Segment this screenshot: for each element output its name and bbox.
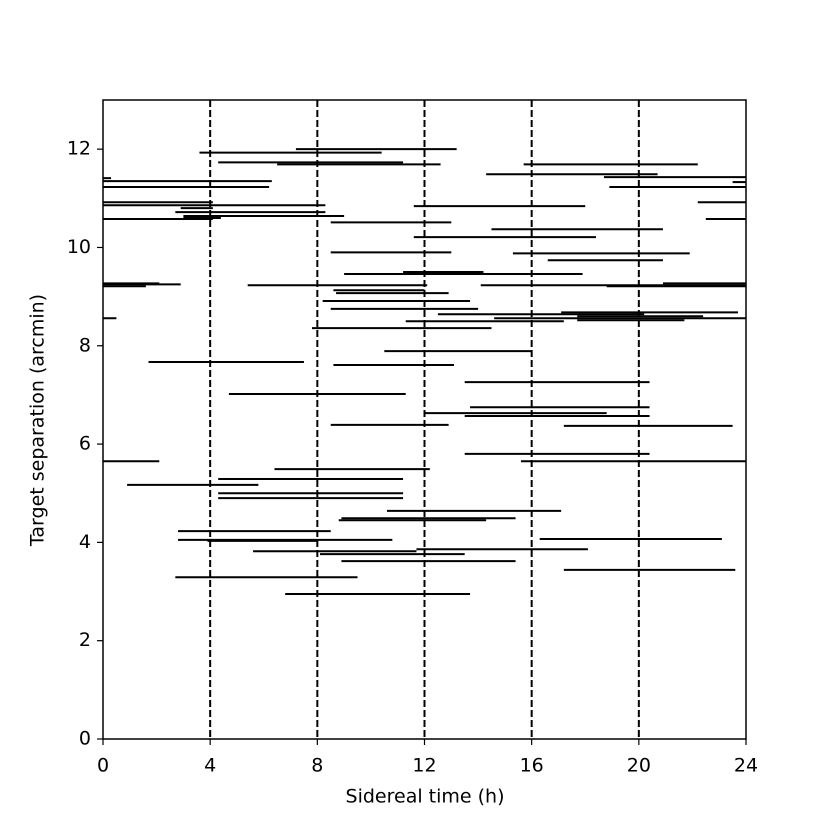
x-tick-label: 24	[734, 755, 758, 777]
y-tick-label: 8	[79, 334, 91, 356]
y-tick-label: 10	[67, 236, 91, 258]
y-tick-label: 4	[79, 531, 91, 553]
x-axis-label: Sidereal time (h)	[346, 786, 505, 808]
plot-frame	[102, 99, 747, 740]
y-tick-label: 2	[79, 629, 91, 651]
x-tick-label: 20	[627, 755, 651, 777]
x-tick-label: 12	[412, 755, 436, 777]
y-axis-label: Target separation (arcmin)	[27, 294, 49, 547]
x-tick-label: 4	[204, 755, 216, 777]
x-tick-label: 8	[311, 755, 323, 777]
x-tick-label: 0	[97, 755, 109, 777]
y-tick-label: 6	[79, 433, 91, 455]
y-tick-label: 0	[79, 728, 91, 750]
y-tick-label: 12	[67, 138, 91, 160]
x-tick-label: 16	[520, 755, 544, 777]
